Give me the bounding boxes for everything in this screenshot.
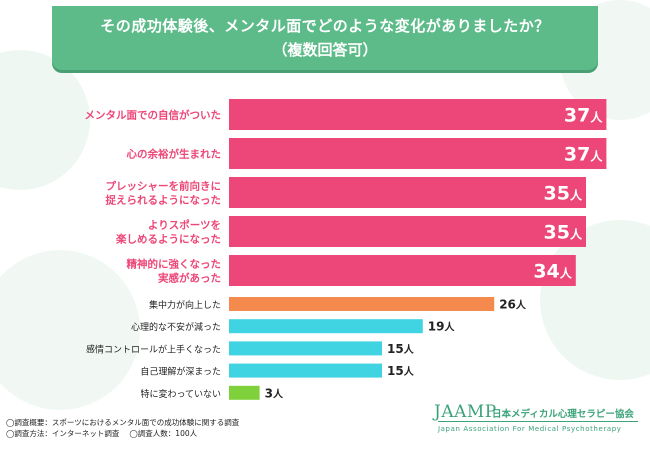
- category-label-9: 自己理解が深まった: [140, 366, 221, 378]
- value-label-5: 34人: [533, 261, 572, 283]
- value-label-6: 26人: [499, 298, 527, 312]
- survey-respondents: ◯調査人数：100人: [129, 429, 198, 438]
- survey-summary: ◯調査概要：スポーツにおけるメンタル面での成功体験に関する調査: [6, 418, 240, 427]
- category-label-4: よりスポーツを楽しめるようになった: [115, 219, 221, 246]
- bar-6: [229, 297, 495, 311]
- value-label-4: 35人: [544, 222, 583, 244]
- bar-7: [229, 319, 423, 334]
- bar-8: [229, 341, 382, 356]
- value-label-8: 15人: [387, 342, 415, 356]
- survey-method: ◯調査方法：インターネット調査: [6, 429, 120, 438]
- decor-circle: [0, 250, 140, 410]
- category-label-10: 特に変わっていない: [140, 388, 221, 400]
- bar-4: [229, 216, 586, 247]
- chart-title-banner: その成功体験後、メンタル面でどのような変化がありましたか？ （複数回答可）: [52, 6, 598, 70]
- survey-footer: ◯調査概要：スポーツにおけるメンタル面での成功体験に関する調査 ◯調査方法：イン…: [6, 417, 239, 439]
- category-label-2: 心の余裕が生まれた: [127, 148, 222, 161]
- bar-2: [229, 138, 607, 169]
- chart-subtitle: （複数回答可）: [272, 41, 378, 59]
- value-label-7: 19人: [428, 320, 456, 334]
- category-label-7: 心理的な不安が減った: [131, 321, 221, 333]
- bar-10: [229, 385, 260, 400]
- organization-logo: JAAMP 日本メディカル心理セラピー協会 Japan Association …: [434, 402, 644, 442]
- decor-circle: [0, 50, 90, 190]
- value-label-10: 3人: [265, 386, 284, 400]
- logo-brand: JAAMP: [434, 402, 497, 422]
- category-label-8: 感情コントロールが上手くなった: [86, 343, 221, 355]
- chart-title: その成功体験後、メンタル面でどのような変化がありましたか？: [100, 17, 550, 35]
- logo-org-jp: 日本メディカル心理セラピー協会: [492, 409, 634, 420]
- bar-5: [229, 255, 576, 286]
- value-label-3: 35人: [544, 183, 583, 205]
- value-label-1: 37人: [564, 105, 603, 127]
- bar-3: [229, 177, 586, 208]
- category-label-1: メンタル面での自信がついた: [85, 109, 222, 122]
- category-label-3: プレッシャーを前向きに捉えられるようになった: [106, 180, 222, 207]
- value-label-9: 15人: [387, 364, 415, 378]
- logo-rule: [438, 421, 638, 422]
- logo-org-en: Japan Association For Medical Psychother…: [438, 425, 622, 433]
- category-label-6: 集中力が向上した: [149, 299, 221, 311]
- category-label-5: 精神的に強くなった実感があった: [127, 258, 222, 285]
- value-label-2: 37人: [564, 144, 603, 166]
- bar-9: [229, 363, 382, 378]
- survey-method-line: ◯調査方法：インターネット調査 ◯調査人数：100人: [6, 428, 239, 439]
- bar-1: [229, 99, 607, 130]
